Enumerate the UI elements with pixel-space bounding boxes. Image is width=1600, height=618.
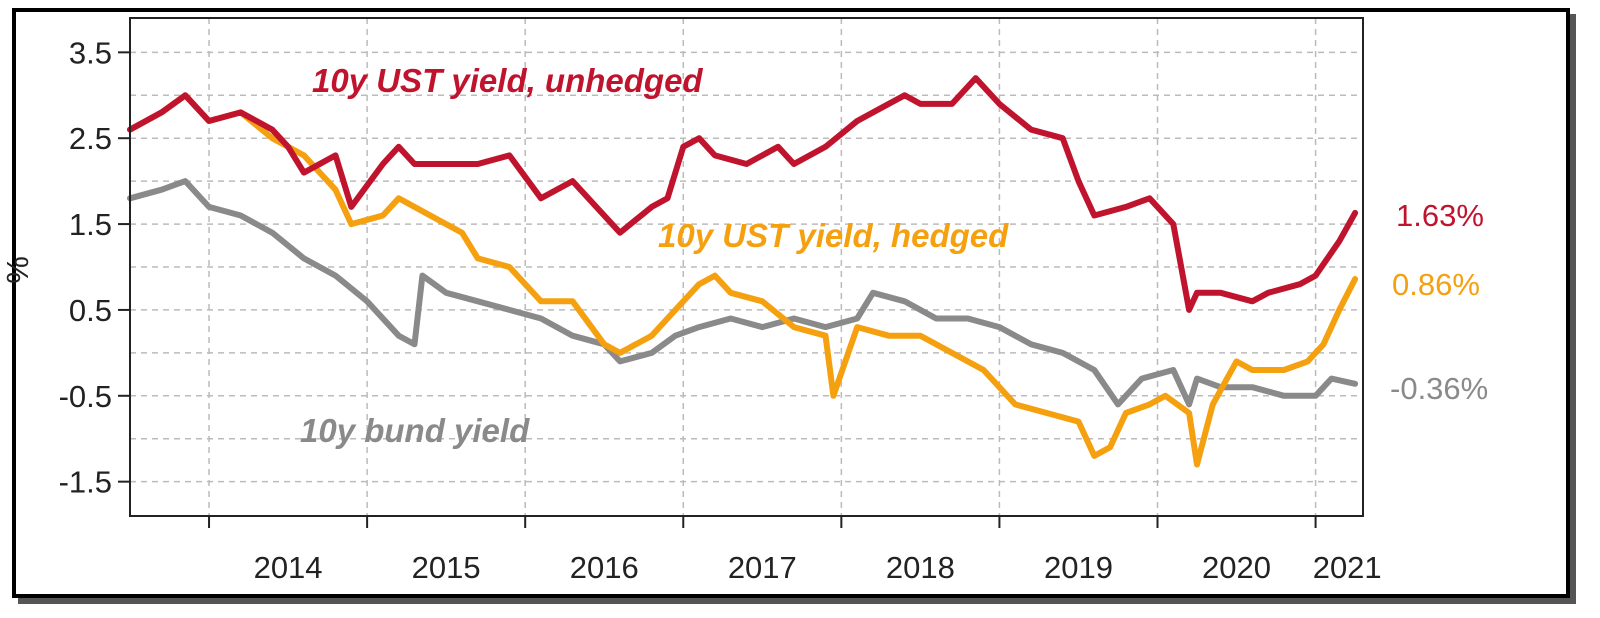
series-label-bund: 10y bund yield — [300, 412, 530, 449]
series-lines — [127, 75, 1359, 468]
x-tick-label: 2017 — [728, 550, 797, 585]
y-tick-label: -1.5 — [59, 465, 112, 500]
plot-border — [129, 17, 1364, 517]
y-tick-label: 0.5 — [69, 293, 112, 328]
end-label-hedged: 0.86% — [1392, 267, 1480, 302]
x-tick-label: 2020 — [1202, 550, 1271, 585]
end-label-unhedged: 1.63% — [1396, 198, 1484, 233]
x-tick-label: 2018 — [886, 550, 955, 585]
y-axis-label: % — [0, 256, 35, 284]
y-tick-label: -0.5 — [59, 379, 112, 414]
series-line-0 — [127, 75, 1359, 313]
y-tick-label: 2.5 — [69, 121, 112, 156]
y-axis-ticks: 3.5 2.5 1.5 0.5 -0.5 -1.5 — [59, 35, 130, 500]
y-tick-label: 1.5 — [69, 207, 112, 242]
series-line-2 — [127, 178, 1359, 408]
x-tick-label: 2014 — [254, 550, 323, 585]
series-label-hedged: 10y UST yield, hedged — [658, 217, 1009, 254]
end-label-bund: -0.36% — [1390, 371, 1488, 406]
grid — [130, 18, 1363, 516]
x-axis-ticks: 2014 2015 2016 2017 2018 2019 2020 2021 — [208, 516, 1382, 585]
chart-frame — [12, 8, 1570, 598]
series-label-unhedged: 10y UST yield, unhedged — [312, 62, 703, 99]
y-tick-label: 3.5 — [69, 35, 112, 70]
x-tick-label: 2021 — [1313, 550, 1382, 585]
x-tick-label: 2015 — [412, 550, 481, 585]
x-tick-label: 2016 — [570, 550, 639, 585]
x-tick-label: 2019 — [1044, 550, 1113, 585]
series-line-1 — [127, 92, 1359, 468]
